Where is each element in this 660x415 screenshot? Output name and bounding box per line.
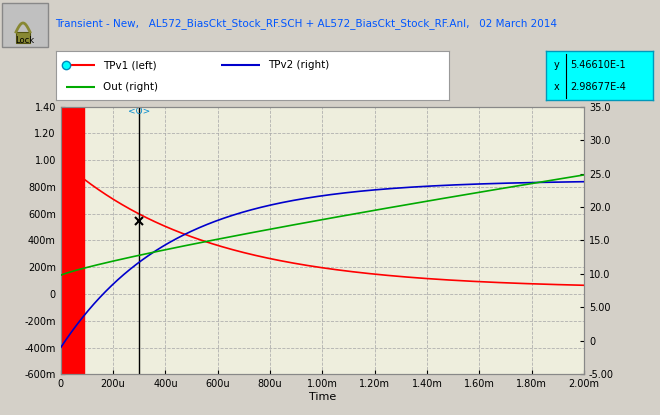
X-axis label: Time: Time	[309, 392, 336, 402]
FancyBboxPatch shape	[2, 3, 48, 47]
Text: TPv2 (right): TPv2 (right)	[268, 60, 329, 70]
Text: Out (right): Out (right)	[103, 82, 158, 92]
Text: 2.98677E-4: 2.98677E-4	[570, 82, 626, 92]
Text: <O>: <O>	[128, 107, 150, 116]
Text: Lock: Lock	[15, 37, 34, 46]
FancyBboxPatch shape	[16, 32, 30, 43]
Text: 5.46610E-1: 5.46610E-1	[570, 60, 626, 70]
Text: Transient - New,   AL572_BiasCkt_Stock_RF.SCH + AL572_BiasCkt_Stock_RF.AnI,   02: Transient - New, AL572_BiasCkt_Stock_RF.…	[55, 19, 557, 29]
Text: TPv1 (left): TPv1 (left)	[103, 60, 157, 70]
Text: y: y	[553, 60, 559, 70]
Text: x: x	[553, 82, 559, 92]
